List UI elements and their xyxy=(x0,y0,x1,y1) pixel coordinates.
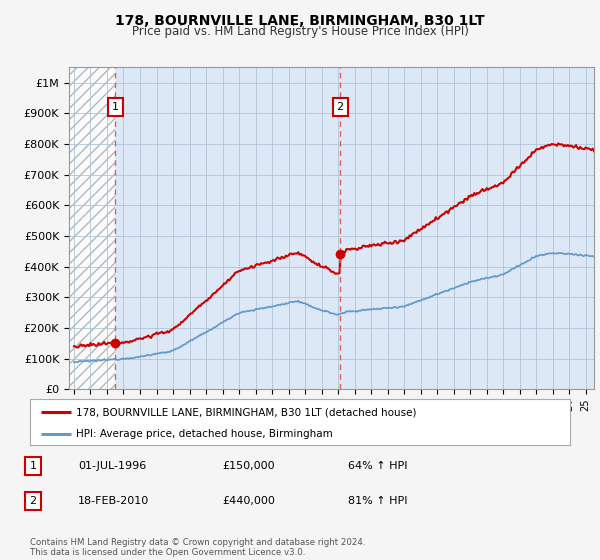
Text: Contains HM Land Registry data © Crown copyright and database right 2024.
This d: Contains HM Land Registry data © Crown c… xyxy=(30,538,365,557)
Text: 1: 1 xyxy=(29,461,37,471)
Text: 18-FEB-2010: 18-FEB-2010 xyxy=(78,496,149,506)
Text: 178, BOURNVILLE LANE, BIRMINGHAM, B30 1LT: 178, BOURNVILLE LANE, BIRMINGHAM, B30 1L… xyxy=(115,14,485,28)
Text: 2: 2 xyxy=(29,496,37,506)
Bar xyxy=(69,67,115,389)
Text: 1: 1 xyxy=(112,102,119,112)
Text: 81% ↑ HPI: 81% ↑ HPI xyxy=(348,496,407,506)
Text: £440,000: £440,000 xyxy=(222,496,275,506)
Text: £150,000: £150,000 xyxy=(222,461,275,471)
Text: Price paid vs. HM Land Registry's House Price Index (HPI): Price paid vs. HM Land Registry's House … xyxy=(131,25,469,38)
Text: HPI: Average price, detached house, Birmingham: HPI: Average price, detached house, Birm… xyxy=(76,429,332,438)
Text: 64% ↑ HPI: 64% ↑ HPI xyxy=(348,461,407,471)
Text: 178, BOURNVILLE LANE, BIRMINGHAM, B30 1LT (detached house): 178, BOURNVILLE LANE, BIRMINGHAM, B30 1L… xyxy=(76,407,416,417)
Text: 2: 2 xyxy=(337,102,344,112)
Bar xyxy=(69,67,115,389)
Text: 01-JUL-1996: 01-JUL-1996 xyxy=(78,461,146,471)
